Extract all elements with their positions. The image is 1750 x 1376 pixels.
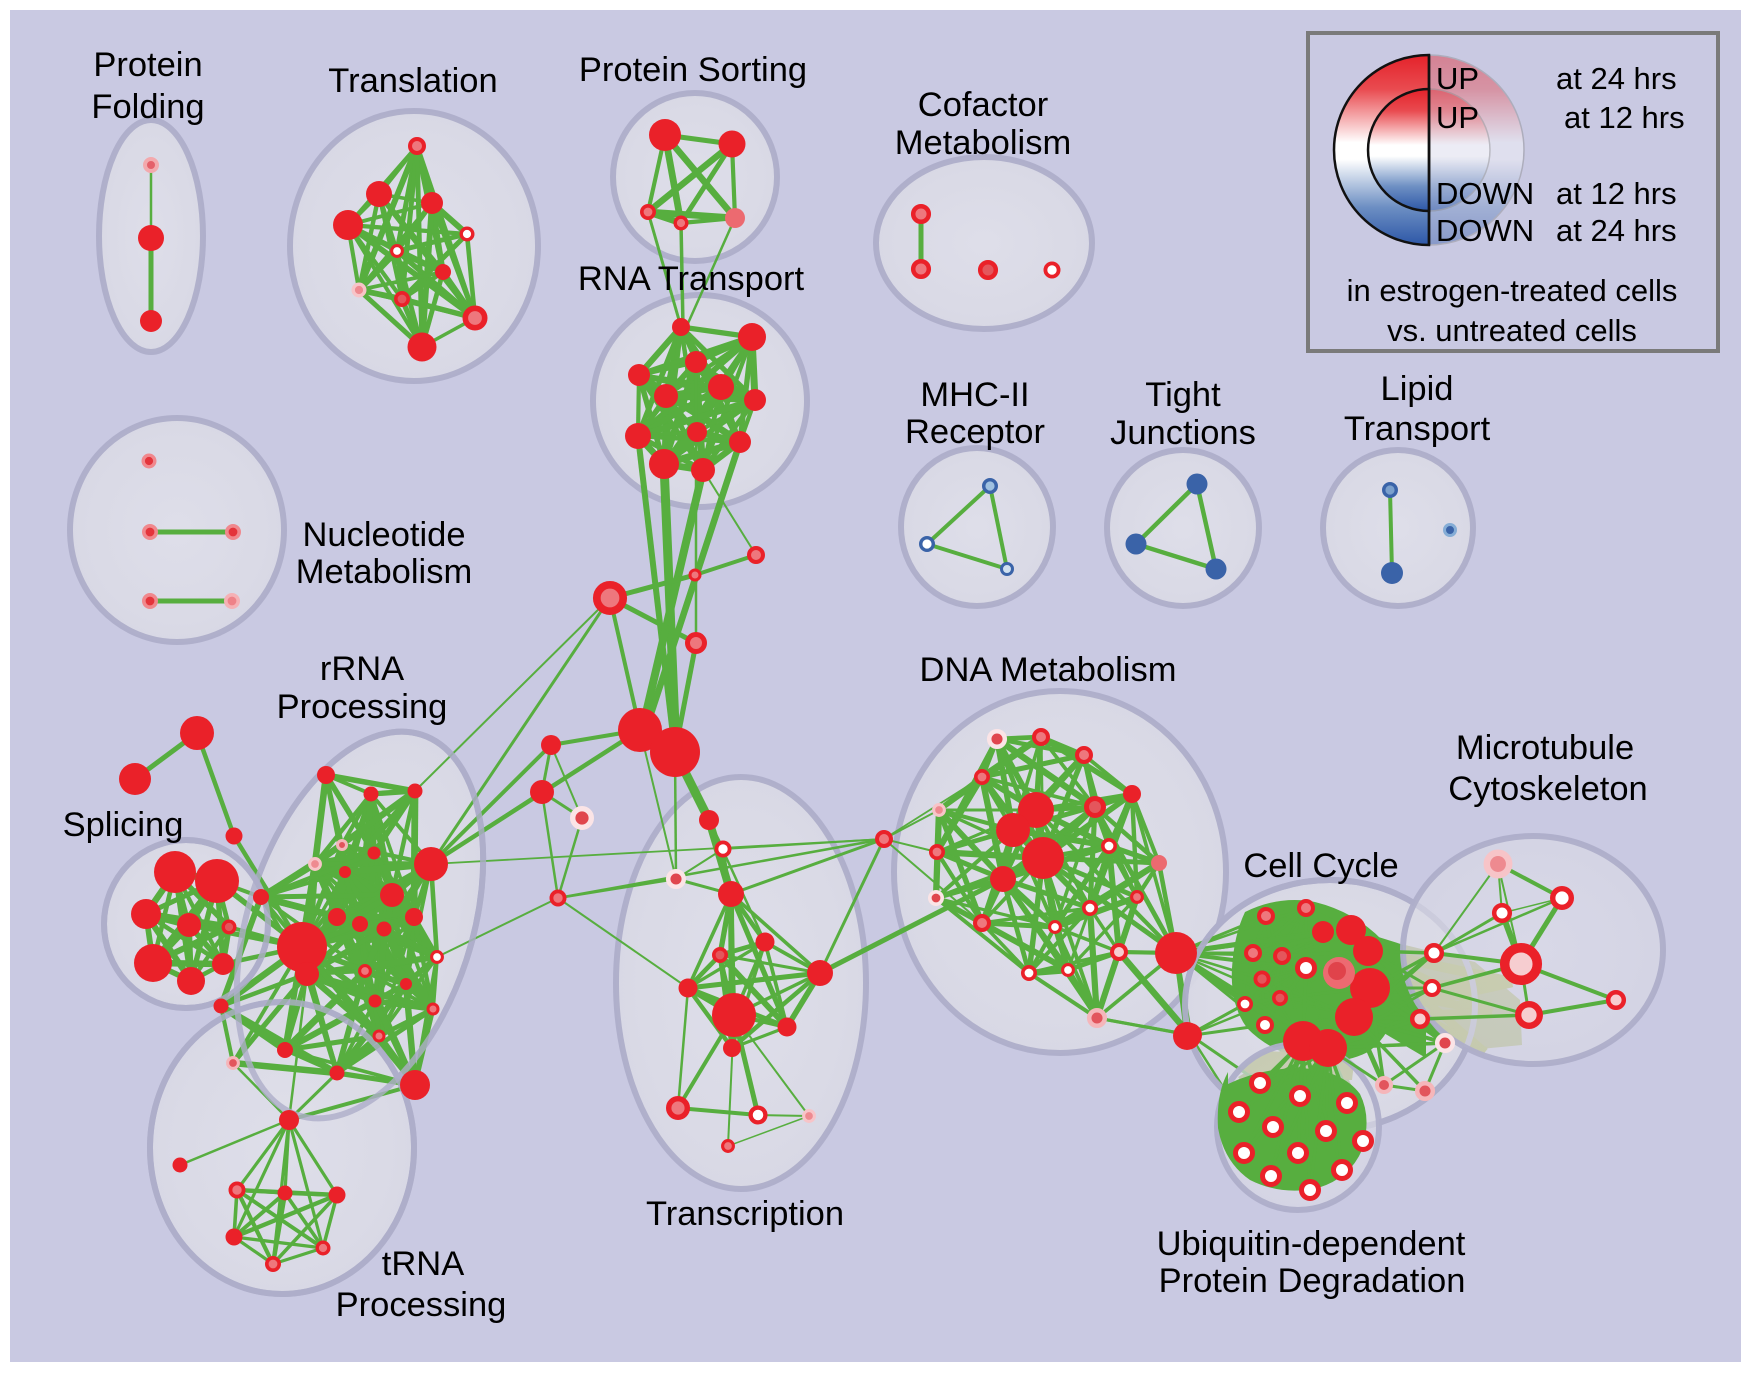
svg-text:DOWN: DOWN <box>1436 213 1534 248</box>
svg-text:Transcription: Transcription <box>646 1195 844 1233</box>
svg-text:DOWN: DOWN <box>1436 176 1534 211</box>
svg-text:Metabolism: Metabolism <box>895 124 1071 162</box>
svg-text:Cell Cycle: Cell Cycle <box>1243 847 1398 885</box>
svg-text:rRNA: rRNA <box>320 650 404 688</box>
svg-text:Junctions: Junctions <box>1110 414 1256 452</box>
svg-text:Processing: Processing <box>277 688 448 726</box>
svg-text:Protein: Protein <box>93 46 202 84</box>
svg-text:Cofactor: Cofactor <box>918 86 1048 124</box>
svg-text:Tight: Tight <box>1145 376 1221 414</box>
svg-text:Translation: Translation <box>328 62 497 100</box>
svg-text:in estrogen-treated cells: in estrogen-treated cells <box>1347 273 1678 308</box>
svg-text:at 12 hrs: at 12 hrs <box>1556 176 1677 211</box>
svg-text:Cytoskeleton: Cytoskeleton <box>1448 770 1647 808</box>
svg-text:UP: UP <box>1436 61 1479 96</box>
svg-text:at 12 hrs: at 12 hrs <box>1564 100 1685 135</box>
svg-text:RNA Transport: RNA Transport <box>578 260 805 298</box>
svg-text:Transport: Transport <box>1344 410 1491 448</box>
svg-text:tRNA: tRNA <box>382 1245 464 1283</box>
svg-text:MHC-II: MHC-II <box>920 376 1029 414</box>
svg-text:vs. untreated cells: vs. untreated cells <box>1387 313 1637 348</box>
svg-text:UP: UP <box>1436 100 1479 135</box>
svg-text:at 24 hrs: at 24 hrs <box>1556 213 1677 248</box>
svg-text:at 24 hrs: at 24 hrs <box>1556 61 1677 96</box>
svg-text:Ubiquitin-dependent: Ubiquitin-dependent <box>1157 1225 1466 1263</box>
svg-text:Metabolism: Metabolism <box>296 553 472 591</box>
svg-text:Processing: Processing <box>336 1286 507 1324</box>
svg-text:Receptor: Receptor <box>905 413 1045 451</box>
svg-text:Protein Sorting: Protein Sorting <box>579 51 807 89</box>
svg-text:Microtubule: Microtubule <box>1456 729 1634 767</box>
svg-text:Lipid: Lipid <box>1381 370 1454 408</box>
svg-text:DNA Metabolism: DNA Metabolism <box>920 651 1177 689</box>
svg-text:Protein Degradation: Protein Degradation <box>1159 1262 1466 1300</box>
svg-text:Nucleotide: Nucleotide <box>302 516 465 554</box>
svg-text:Splicing: Splicing <box>63 806 184 844</box>
svg-text:Folding: Folding <box>91 88 204 126</box>
